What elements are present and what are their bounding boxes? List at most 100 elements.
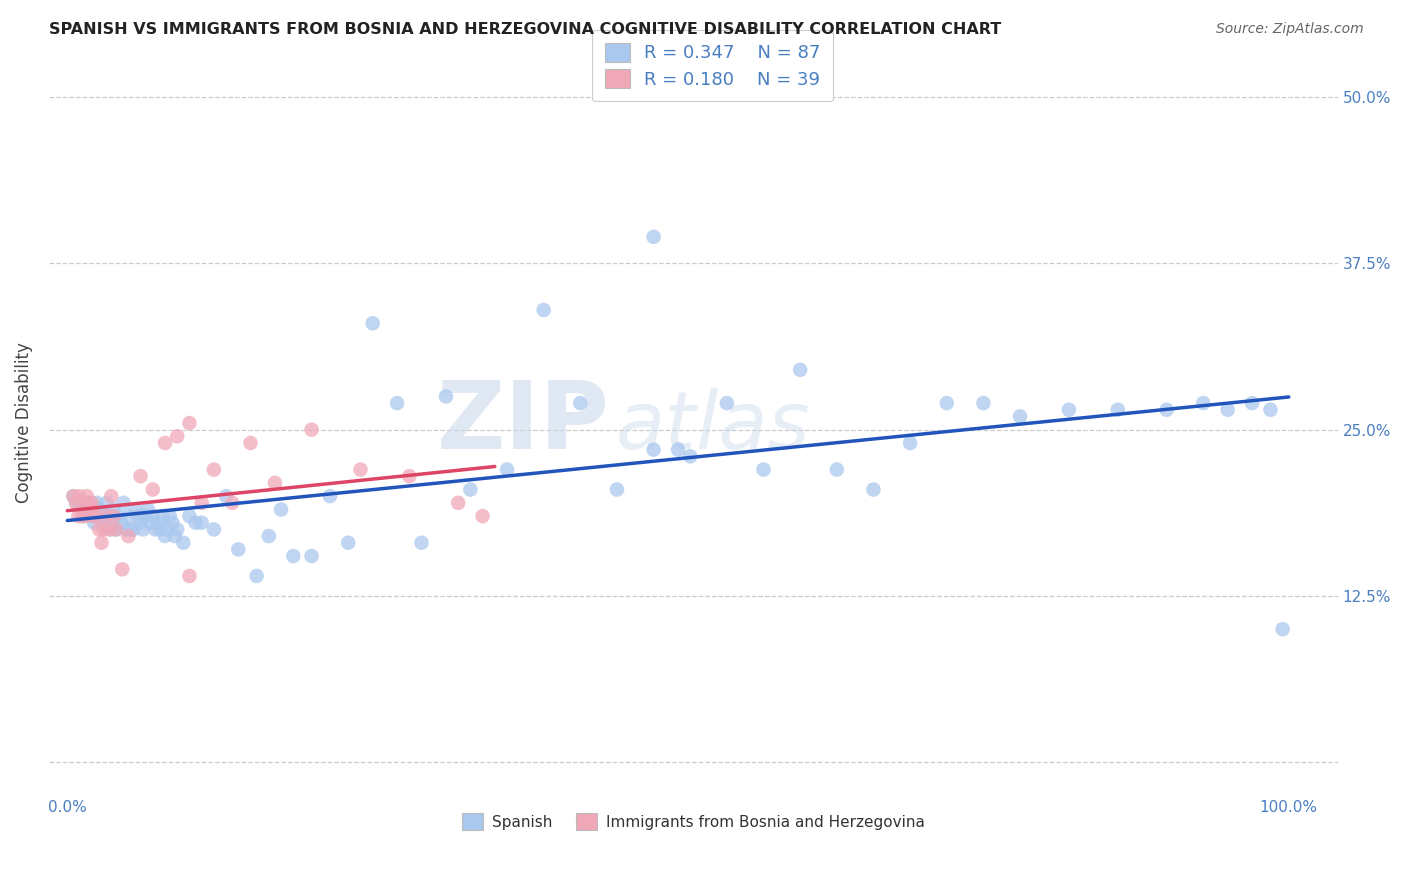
Point <box>79 496 101 510</box>
Point <box>283 549 305 563</box>
Point <box>156 523 179 537</box>
Point <box>1216 402 1239 417</box>
Point <box>120 523 142 537</box>
Point <box>86 496 108 510</box>
Point <box>66 496 89 510</box>
Point <box>87 523 110 537</box>
Point <box>129 469 152 483</box>
Point <box>127 509 149 524</box>
Point <box>96 509 118 524</box>
Point <box>190 496 212 510</box>
Point <box>789 363 811 377</box>
Point <box>96 496 118 510</box>
Point <box>471 509 494 524</box>
Point <box>132 523 155 537</box>
Point <box>643 230 665 244</box>
Point <box>87 502 110 516</box>
Point <box>172 535 194 549</box>
Point <box>136 502 159 516</box>
Point <box>83 509 105 524</box>
Point <box>301 423 323 437</box>
Point <box>179 509 201 524</box>
Point <box>149 523 172 537</box>
Point <box>76 489 98 503</box>
Point <box>569 396 592 410</box>
Point <box>69 489 91 503</box>
Point <box>1008 409 1031 424</box>
Point <box>153 529 176 543</box>
Point <box>100 523 122 537</box>
Point <box>270 502 292 516</box>
Point <box>246 569 269 583</box>
Point <box>139 516 162 530</box>
Point <box>184 516 207 530</box>
Point <box>146 516 169 530</box>
Point <box>67 509 90 524</box>
Y-axis label: Cognitive Disability: Cognitive Disability <box>15 343 32 503</box>
Point <box>166 523 188 537</box>
Point <box>1271 622 1294 636</box>
Point <box>93 516 115 530</box>
Point <box>107 509 129 524</box>
Point <box>411 535 433 549</box>
Point <box>80 496 103 510</box>
Point <box>179 569 201 583</box>
Point <box>226 542 249 557</box>
Legend: Spanish, Immigrants from Bosnia and Herzegovina: Spanish, Immigrants from Bosnia and Herz… <box>456 807 931 836</box>
Point <box>111 562 134 576</box>
Point <box>115 523 138 537</box>
Point <box>190 516 212 530</box>
Point <box>110 516 132 530</box>
Text: Source: ZipAtlas.com: Source: ZipAtlas.com <box>1216 22 1364 37</box>
Point <box>825 462 848 476</box>
Point <box>257 529 280 543</box>
Point <box>76 502 98 516</box>
Point <box>163 529 186 543</box>
Point <box>447 496 470 510</box>
Point <box>349 462 371 476</box>
Point <box>460 483 482 497</box>
Point <box>73 509 96 524</box>
Point <box>202 462 225 476</box>
Point <box>143 523 166 537</box>
Point <box>93 523 115 537</box>
Point <box>679 450 702 464</box>
Point <box>152 509 174 524</box>
Point <box>103 502 125 516</box>
Point <box>129 516 152 530</box>
Point <box>97 523 120 537</box>
Point <box>1156 402 1178 417</box>
Point <box>112 496 135 510</box>
Point <box>434 389 457 403</box>
Point <box>215 489 238 503</box>
Point <box>79 496 101 510</box>
Point <box>117 509 139 524</box>
Point <box>398 469 420 483</box>
Point <box>239 436 262 450</box>
Point <box>103 509 125 524</box>
Point <box>496 462 519 476</box>
Text: SPANISH VS IMMIGRANTS FROM BOSNIA AND HERZEGOVINA COGNITIVE DISABILITY CORRELATI: SPANISH VS IMMIGRANTS FROM BOSNIA AND HE… <box>49 22 1001 37</box>
Point <box>125 502 148 516</box>
Point <box>117 529 139 543</box>
Point <box>337 535 360 549</box>
Point <box>62 489 84 503</box>
Point <box>716 396 738 410</box>
Point <box>606 483 628 497</box>
Point <box>86 509 108 524</box>
Point <box>70 502 93 516</box>
Point <box>319 489 342 503</box>
Point <box>90 509 112 524</box>
Point <box>79 502 101 516</box>
Point <box>100 489 122 503</box>
Point <box>972 396 994 410</box>
Point <box>643 442 665 457</box>
Point <box>862 483 884 497</box>
Point <box>69 496 91 510</box>
Point <box>1260 402 1282 417</box>
Point <box>142 483 165 497</box>
Point <box>1057 402 1080 417</box>
Point <box>80 509 103 524</box>
Point <box>105 523 128 537</box>
Point <box>221 496 243 510</box>
